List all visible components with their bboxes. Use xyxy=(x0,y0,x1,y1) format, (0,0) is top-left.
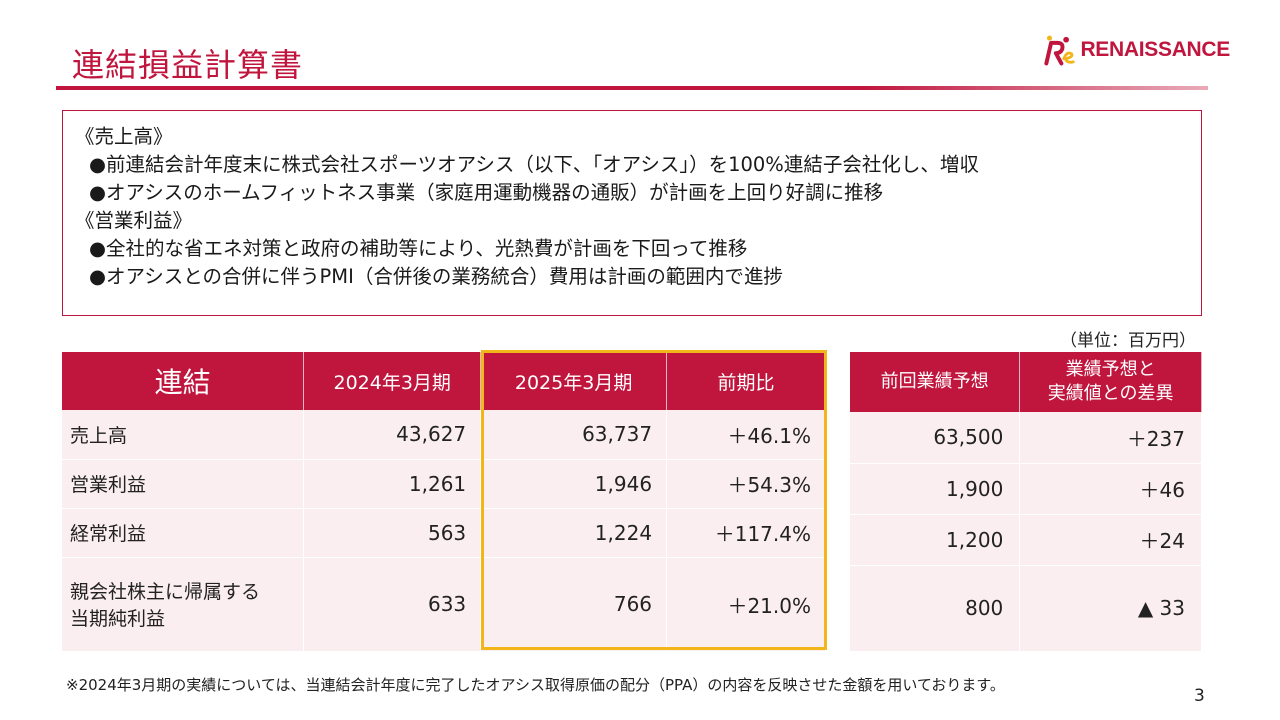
cell-yoy: ＋117.4% xyxy=(666,508,826,558)
table-row: 経常利益 563 1,224 ＋117.4% xyxy=(62,508,826,558)
title-underline xyxy=(56,86,1208,90)
unit-label: （単位：百万円） xyxy=(1060,331,1196,351)
table-row: 63,500 ＋237 xyxy=(850,412,1202,464)
page-number: 3 xyxy=(1194,686,1205,706)
cell-yoy: ＋46.1% xyxy=(666,410,826,460)
row-label: 経常利益 xyxy=(62,508,305,558)
cell-diff: ＋237 xyxy=(1019,412,1202,464)
cell-fy2024: 1,261 xyxy=(303,459,482,509)
cell-fy2024: 633 xyxy=(303,557,482,652)
row-label-line: 当期純利益 xyxy=(70,608,166,630)
row-label-line: 親会社株主に帰属する xyxy=(70,581,261,603)
cell-fy2025: 63,737 xyxy=(480,410,668,460)
summary-box: 《売上高》 ●前連結会計年度末に株式会社スポーツオアシス（以下、「オアシス」）を… xyxy=(62,110,1202,316)
cell-yoy: ＋21.0% xyxy=(666,557,826,652)
logo-wordmark: RENAISSANCE xyxy=(1080,38,1230,61)
header-line: 実績値との差異 xyxy=(1047,383,1174,404)
header-line: 業績予想と xyxy=(1065,359,1156,380)
row-label: 営業利益 xyxy=(62,459,305,509)
cell-diff: ＋24 xyxy=(1019,514,1202,566)
cell-forecast: 1,200 xyxy=(850,514,1021,566)
table-header-yoy: 前期比 xyxy=(666,352,826,410)
cell-fy2024: 43,627 xyxy=(303,410,482,460)
table-row: 800 ▲ 33 xyxy=(850,565,1202,652)
cell-yoy: ＋54.3% xyxy=(666,459,826,509)
table-header-previous-forecast: 前回業績予想 xyxy=(850,352,1021,412)
footnote: ※2024年3月期の実績については、当連結会計年度に完了したオアシス取得原価の配… xyxy=(66,676,1005,694)
summary-bullet: ●オアシスとの合併に伴うPMI（合併後の業務統合）費用は計画の範囲内で進捗 xyxy=(89,265,783,288)
row-label: 売上高 xyxy=(62,410,305,460)
table-row: 1,200 ＋24 xyxy=(850,514,1202,566)
table-row: 1,900 ＋46 xyxy=(850,463,1202,515)
table-header-consolidated: 連結 xyxy=(62,352,305,410)
table-header-fy2024: 2024年3月期 xyxy=(303,352,482,410)
cell-diff: ＋46 xyxy=(1019,463,1202,515)
summary-heading-operating-profit: 《営業利益》 xyxy=(75,209,193,232)
cell-fy2025: 1,224 xyxy=(480,508,668,558)
cell-forecast: 1,900 xyxy=(850,463,1021,515)
table-header-forecast-diff: 業績予想と 実績値との差異 xyxy=(1019,352,1202,412)
summary-bullet: ●オアシスのホームフィットネス事業（家庭用運動機器の通販）が計画を上回り好調に推… xyxy=(89,181,884,204)
summary-bullet: ●前連結会計年度末に株式会社スポーツオアシス（以下、「オアシス」）を100%連結… xyxy=(89,153,979,176)
table-row: 営業利益 1,261 1,946 ＋54.3% xyxy=(62,459,826,509)
row-label: 親会社株主に帰属する 当期純利益 xyxy=(62,557,305,652)
cell-forecast: 800 xyxy=(850,565,1021,652)
cell-fy2025: 1,946 xyxy=(480,459,668,509)
summary-heading-sales: 《売上高》 xyxy=(75,125,173,148)
forecast-comparison-table: 前回業績予想 業績予想と 実績値との差異 63,500 ＋237 1,900 ＋… xyxy=(850,352,1202,652)
cell-diff: ▲ 33 xyxy=(1019,565,1202,652)
cell-fy2025: 766 xyxy=(480,557,668,652)
cell-forecast: 63,500 xyxy=(850,412,1021,464)
table-row: 売上高 43,627 63,737 ＋46.1% xyxy=(62,410,826,460)
consolidated-results-table: 連結 2024年3月期 2025年3月期 前期比 売上高 43,627 63,7… xyxy=(62,352,826,652)
table-row: 親会社株主に帰属する 当期純利益 633 766 ＋21.0% xyxy=(62,557,826,652)
renaissance-logo-icon xyxy=(1044,35,1075,66)
company-logo: RENAISSANCE xyxy=(1040,26,1230,74)
page-title: 連結損益計算書 xyxy=(72,46,304,84)
summary-bullet: ●全社的な省エネ対策と政府の補助等により、光熱費が計画を下回って推移 xyxy=(89,237,748,260)
table-header-fy2025: 2025年3月期 xyxy=(480,352,668,410)
cell-fy2024: 563 xyxy=(303,508,482,558)
